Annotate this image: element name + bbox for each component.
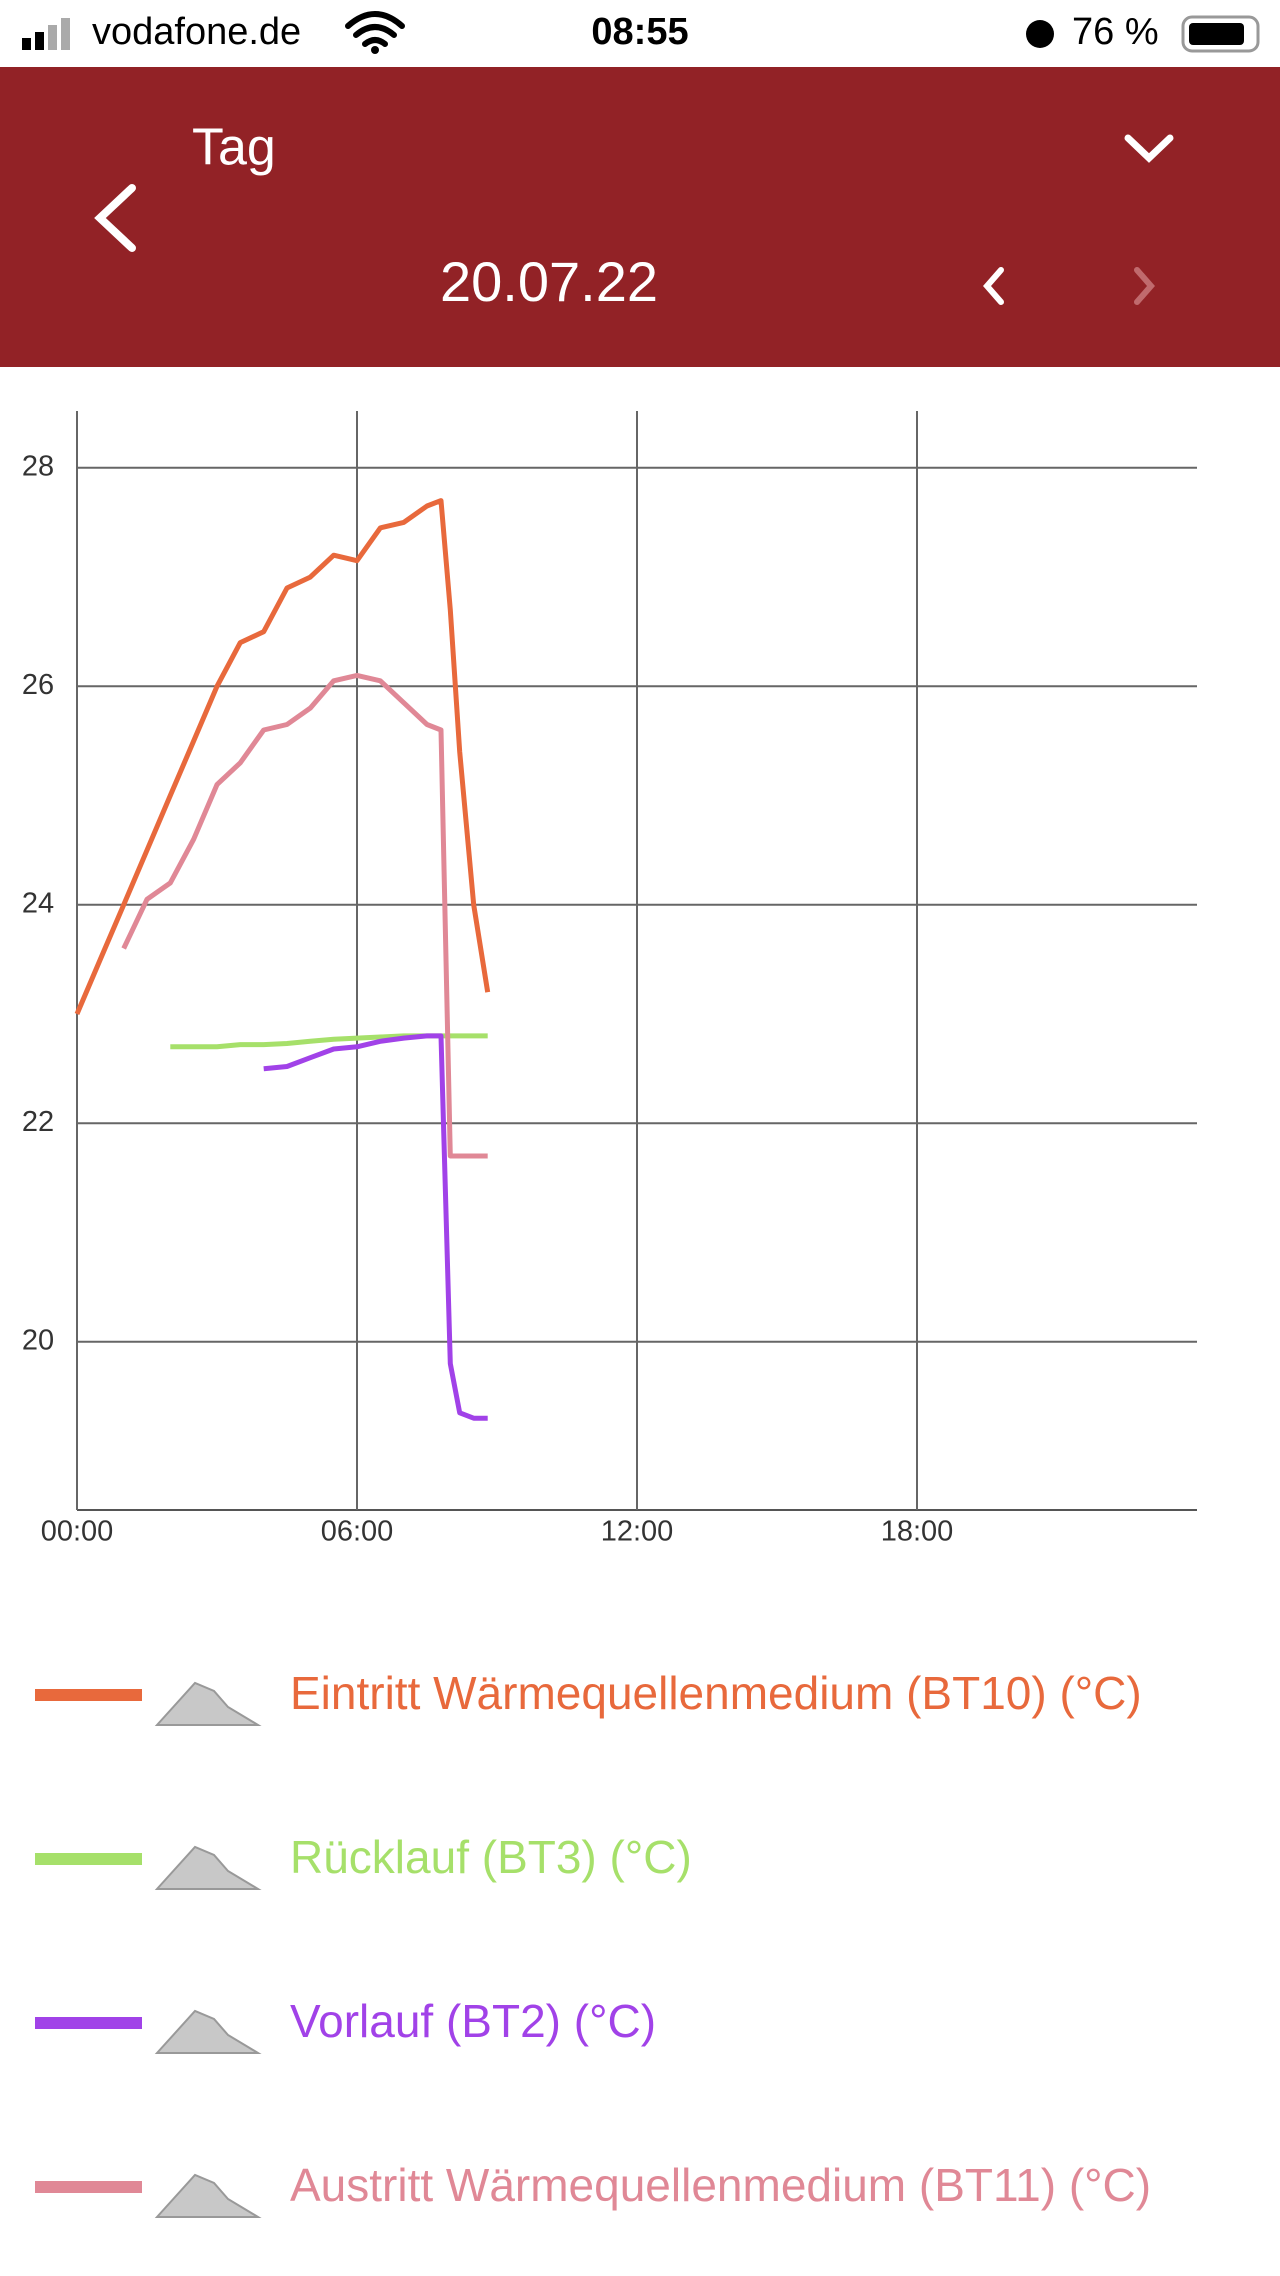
x-tick-label: 00:00 bbox=[41, 1516, 114, 1548]
battery-level bbox=[1189, 23, 1244, 45]
series-line bbox=[74, 498, 491, 1015]
series-line bbox=[121, 672, 488, 1159]
legend-area-toggle[interactable] bbox=[154, 2009, 262, 2054]
signal-bar bbox=[35, 32, 44, 50]
legend-area-toggle[interactable] bbox=[154, 1845, 262, 1890]
back-button[interactable] bbox=[94, 184, 136, 252]
alarm-icon bbox=[1026, 20, 1054, 48]
battery-percent: 76 % bbox=[1072, 11, 1159, 53]
signal-bar bbox=[48, 25, 57, 50]
legend-label[interactable]: Rücklauf (BT3) (°C) bbox=[290, 1831, 692, 1883]
date-label: 20.07.22 bbox=[440, 250, 658, 313]
y-tick-label: 22 bbox=[22, 1106, 54, 1138]
legend-label[interactable]: Austritt Wärmequellenmedium (BT11) (°C) bbox=[290, 2159, 1151, 2211]
y-tick-label: 28 bbox=[22, 450, 54, 482]
series-line bbox=[263, 1033, 488, 1421]
signal-bar bbox=[22, 38, 31, 50]
x-tick-label: 12:00 bbox=[601, 1516, 674, 1548]
y-tick-label: 20 bbox=[22, 1324, 54, 1356]
y-tick-label: 24 bbox=[22, 887, 54, 919]
x-tick-label: 06:00 bbox=[321, 1516, 394, 1548]
legend-area-toggle[interactable] bbox=[154, 1681, 262, 1726]
wifi-icon bbox=[345, 11, 405, 47]
dropdown-button[interactable] bbox=[1124, 134, 1174, 163]
wifi-icon bbox=[371, 46, 379, 54]
legend-label[interactable]: Eintritt Wärmequellenmedium (BT10) (°C) bbox=[290, 1667, 1142, 1719]
battery-icon bbox=[1181, 15, 1260, 53]
next-day-button[interactable] bbox=[1134, 267, 1155, 305]
legend-label[interactable]: Vorlauf (BT2) (°C) bbox=[290, 1995, 656, 2047]
series-line bbox=[170, 1033, 488, 1050]
carrier: vodafone.de bbox=[92, 11, 301, 53]
previous-day-button[interactable] bbox=[983, 267, 1004, 305]
signal-bar bbox=[61, 18, 70, 50]
x-tick-label: 18:00 bbox=[881, 1516, 954, 1548]
y-tick-label: 26 bbox=[22, 669, 54, 701]
header-bar bbox=[0, 67, 1280, 367]
header-title: Tag bbox=[192, 119, 276, 177]
clock: 08:55 bbox=[591, 11, 688, 53]
legend-area-toggle[interactable] bbox=[154, 2173, 262, 2218]
